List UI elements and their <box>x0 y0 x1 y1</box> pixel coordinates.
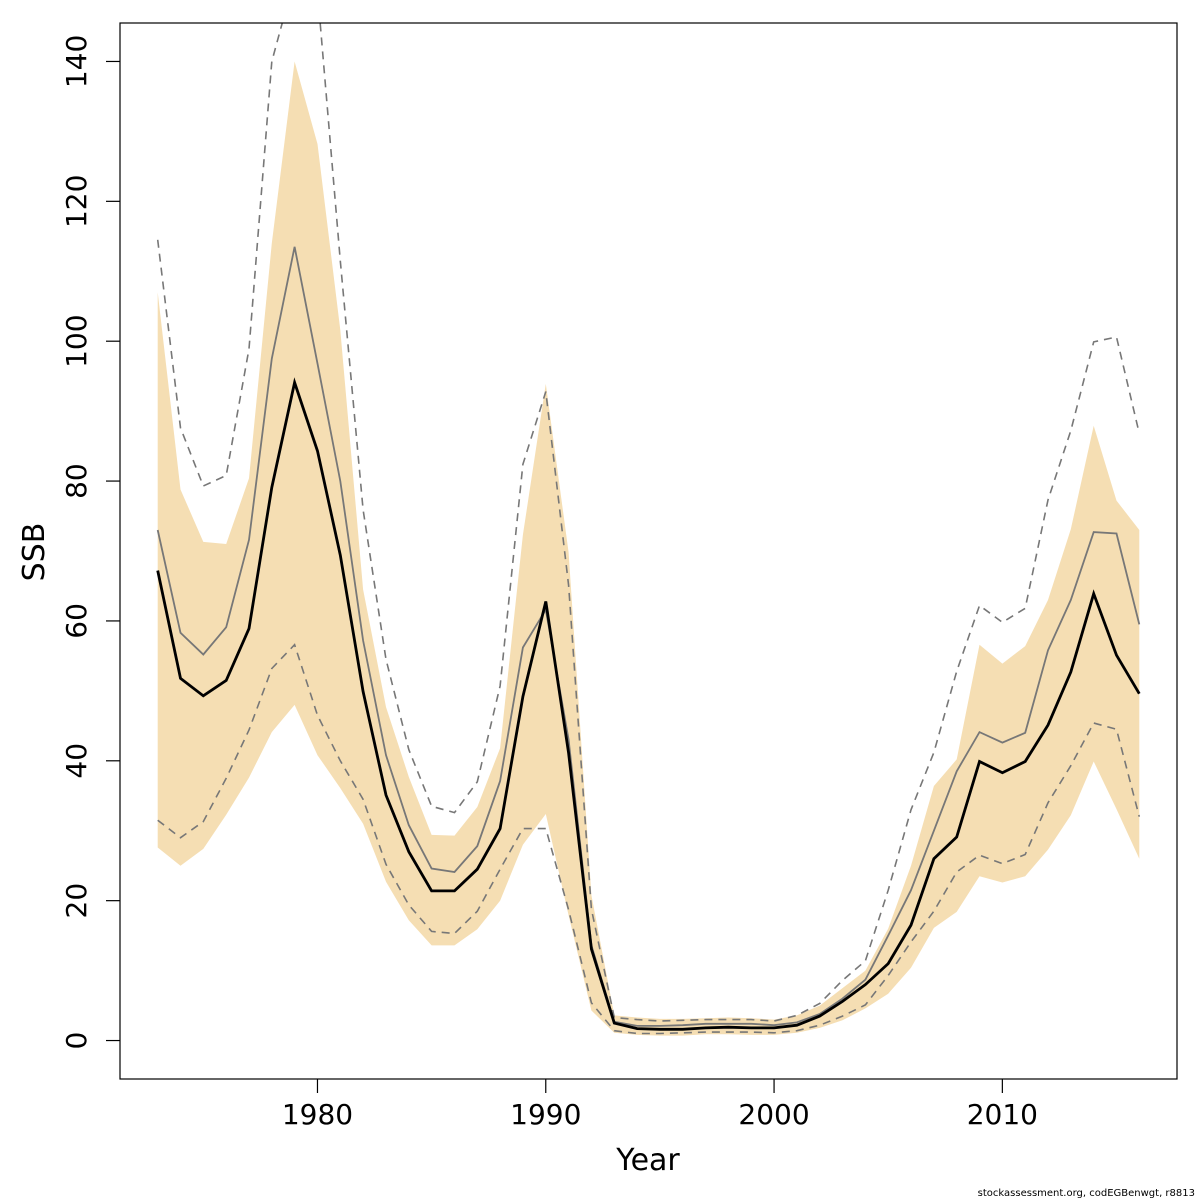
grey-estimate-line <box>156 246 1141 1027</box>
x-tick-label: 1990 <box>510 1098 581 1131</box>
y-axis-title: SSB <box>17 523 52 582</box>
plot-area <box>156 23 1141 1036</box>
y-tick-label: 20 <box>60 883 93 919</box>
y-tick-label: 40 <box>60 743 93 779</box>
y-tick-label: 100 <box>60 314 93 367</box>
dashed-lower-line <box>157 643 1141 1035</box>
credit-text: stockassessment.org, codEGBenwgt, r8813 <box>978 1188 1195 1199</box>
confidence-band <box>157 61 1140 1036</box>
y-tick-label: 0 <box>60 1032 93 1050</box>
y-tick-label: 140 <box>60 35 93 88</box>
x-tick-label: 2000 <box>738 1098 809 1131</box>
dashed-upper-line <box>156 23 1141 1022</box>
y-axis: 0 20 40 60 80 100 120 140 <box>60 35 120 1050</box>
x-tick-label: 2010 <box>967 1098 1038 1131</box>
plot-frame <box>119 22 1178 1080</box>
y-tick-label: 80 <box>60 463 93 499</box>
x-axis-title: Year <box>615 1143 680 1178</box>
y-tick-label: 60 <box>60 603 93 639</box>
ssb-estimate-line <box>156 377 1141 1031</box>
x-tick-label: 1980 <box>282 1098 353 1131</box>
x-axis: 1980 1990 2000 2010 <box>282 1079 1038 1131</box>
y-tick-label: 120 <box>60 175 93 228</box>
